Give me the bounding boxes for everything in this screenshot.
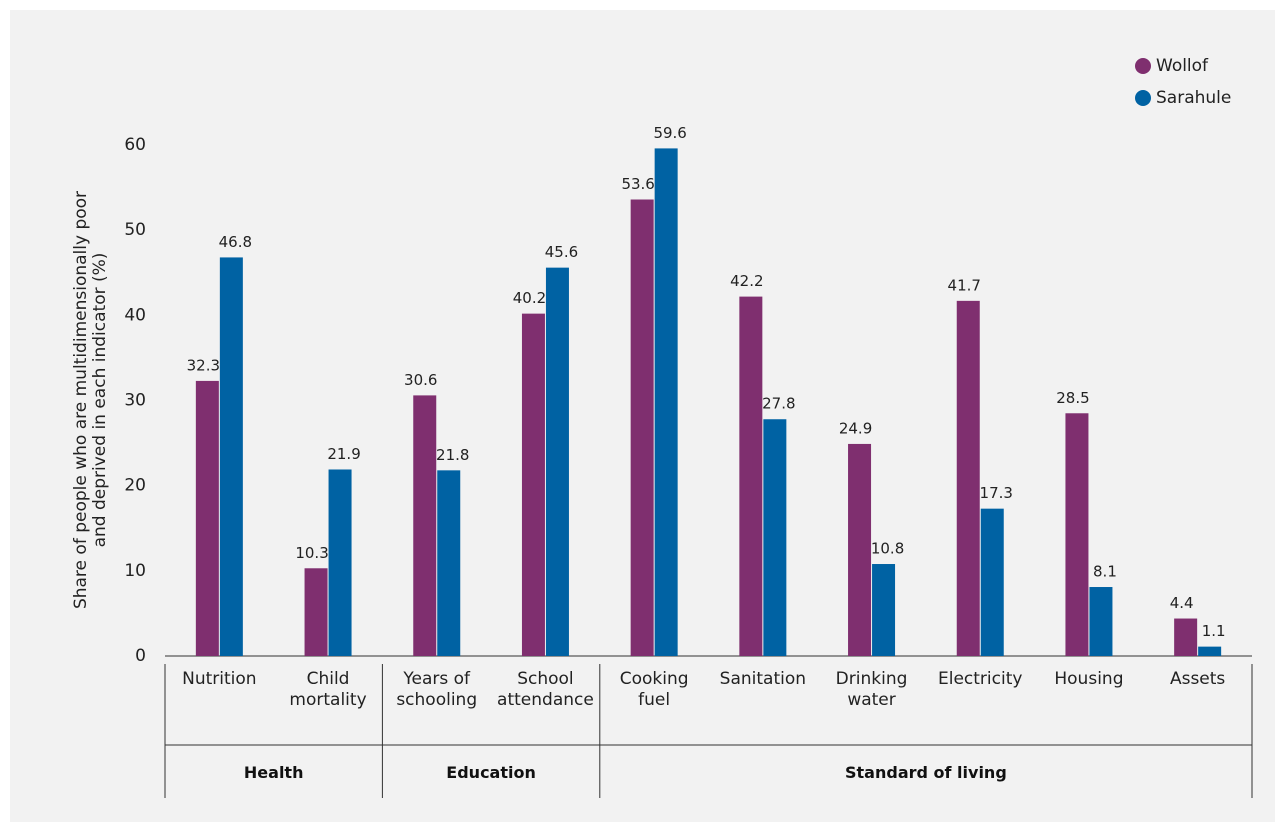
- bar: [328, 469, 352, 656]
- value-label: 30.6: [404, 371, 437, 389]
- x-tick-label: Housing: [1054, 669, 1124, 689]
- bar: [956, 300, 980, 656]
- value-label: 45.6: [545, 243, 578, 261]
- bar: [1089, 587, 1113, 656]
- x-tick-label: Electricity: [938, 669, 1023, 689]
- group-label: Education: [446, 763, 536, 782]
- bar: [437, 470, 461, 656]
- y-tick-label: 40: [124, 305, 146, 325]
- bar: [1174, 618, 1198, 656]
- bar: [521, 313, 545, 656]
- value-label: 32.3: [187, 356, 220, 374]
- x-tick-label: Drinking water: [835, 669, 908, 710]
- value-label: 42.2: [730, 272, 763, 290]
- bar: [1198, 646, 1222, 656]
- group-label: Health: [243, 763, 304, 782]
- bar: [545, 267, 569, 656]
- y-axis-label: Share of people who are multidimensional…: [71, 190, 110, 610]
- value-label: 27.8: [762, 395, 795, 413]
- y-tick-label: 50: [124, 220, 146, 240]
- bar: [763, 419, 787, 656]
- value-label: 40.2: [513, 289, 546, 307]
- y-tick-label: 10: [124, 561, 146, 581]
- bar: [848, 443, 872, 656]
- value-label: 10.8: [871, 540, 904, 558]
- value-label: 24.9: [839, 419, 872, 437]
- bar: [872, 564, 896, 656]
- group-label: Standard of living: [845, 763, 1007, 782]
- value-label: 21.8: [436, 446, 469, 464]
- y-tick-label: 30: [124, 391, 146, 411]
- x-tick-label: Years of schooling: [396, 669, 478, 710]
- bar: [195, 380, 219, 656]
- bar: [1065, 413, 1089, 656]
- y-tick-label: 20: [124, 476, 146, 496]
- bar: [304, 568, 328, 656]
- x-tick-label: School attendance: [497, 669, 594, 710]
- bar: [739, 296, 763, 656]
- x-tick-label: Sanitation: [719, 669, 807, 689]
- value-label: 59.6: [653, 124, 686, 142]
- y-tick-label: 60: [124, 135, 146, 155]
- bar: [219, 257, 243, 656]
- bar: [413, 395, 437, 656]
- bar: [980, 508, 1004, 656]
- legend-label: Wollof: [1156, 56, 1209, 76]
- y-tick-label: 0: [135, 646, 146, 666]
- x-tick-label: Nutrition: [182, 669, 257, 689]
- value-label: 10.3: [295, 544, 328, 562]
- value-label: 8.1: [1093, 563, 1117, 581]
- bar: [654, 148, 678, 656]
- x-tick-label: Cooking fuel: [619, 669, 689, 710]
- value-label: 53.6: [621, 175, 654, 193]
- legend-marker: [1135, 58, 1151, 74]
- legend-marker: [1135, 90, 1151, 106]
- x-tick-label: Assets: [1169, 669, 1226, 689]
- value-label: 41.7: [948, 276, 981, 294]
- value-label: 46.8: [219, 233, 252, 251]
- value-label: 21.9: [327, 445, 360, 463]
- value-label: 4.4: [1170, 594, 1194, 612]
- value-label: 1.1: [1202, 622, 1226, 640]
- value-label: 17.3: [980, 484, 1013, 502]
- bar: [630, 199, 654, 657]
- x-tick-label: Child mortality: [289, 669, 367, 710]
- value-label: 28.5: [1056, 389, 1089, 407]
- legend-label: Sarahule: [1156, 88, 1231, 108]
